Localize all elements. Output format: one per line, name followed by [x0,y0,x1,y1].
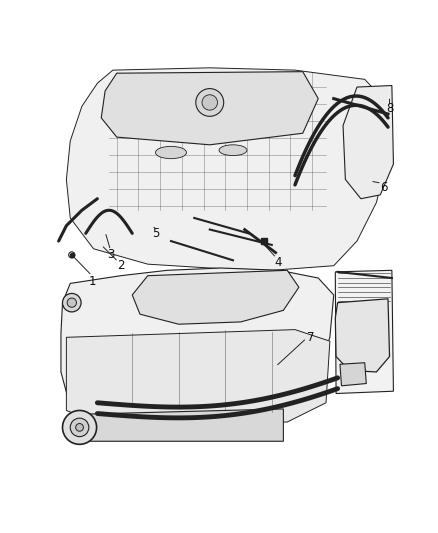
Circle shape [63,410,97,445]
Ellipse shape [155,147,187,159]
Ellipse shape [219,145,247,156]
Polygon shape [165,282,194,317]
Text: 1: 1 [88,274,95,288]
Circle shape [70,418,89,437]
Polygon shape [227,277,256,312]
Text: 6: 6 [380,181,388,193]
Polygon shape [196,279,225,313]
Text: 3: 3 [107,248,114,261]
Polygon shape [61,268,334,433]
Polygon shape [254,278,283,313]
Polygon shape [132,270,299,324]
Circle shape [202,95,218,110]
Text: 4: 4 [274,256,282,269]
Polygon shape [67,68,388,270]
Polygon shape [101,71,318,145]
Polygon shape [336,299,389,372]
Polygon shape [343,85,393,199]
Text: 5: 5 [152,227,159,240]
Circle shape [196,88,224,116]
Polygon shape [340,363,366,386]
Polygon shape [78,409,283,441]
Circle shape [67,298,77,308]
Circle shape [63,294,81,312]
Polygon shape [336,270,393,393]
Polygon shape [67,329,330,424]
Text: 2: 2 [117,259,124,272]
Circle shape [76,424,83,431]
Text: 8: 8 [386,102,393,115]
Text: 7: 7 [307,331,314,344]
